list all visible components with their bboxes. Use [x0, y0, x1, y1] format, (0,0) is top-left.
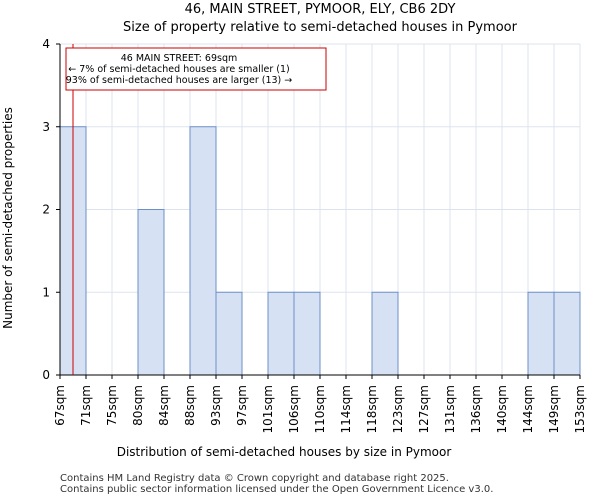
- y-axis-label: Number of semi-detached properties: [1, 107, 15, 329]
- x-axis-label: Distribution of semi-detached houses by …: [117, 445, 452, 459]
- bar: [215, 291, 243, 376]
- x-tick-label: 140sqm: [495, 385, 509, 433]
- x-tick-label: 131sqm: [443, 385, 457, 433]
- bar: [553, 291, 581, 376]
- x-tick-label: 106sqm: [287, 385, 301, 433]
- x-tick-label: 149sqm: [547, 385, 561, 433]
- x-tick-label: 88sqm: [183, 385, 197, 426]
- footer-copyright: Contains HM Land Registry data © Crown c…: [60, 473, 449, 484]
- annotation-line-3: 93% of semi-detached houses are larger (…: [66, 75, 293, 86]
- chart-title: 46, MAIN STREET, PYMOOR, ELY, CB6 2DY: [184, 2, 456, 17]
- x-tick-label: 118sqm: [365, 385, 379, 433]
- x-tick-label: 80sqm: [131, 385, 145, 426]
- bar: [527, 291, 555, 376]
- y-tick-label: 1: [42, 285, 50, 299]
- annotation-line-1: 46 MAIN STREET: 69sqm: [121, 53, 237, 64]
- y-tick-label: 2: [42, 203, 50, 217]
- annotation-box: [65, 47, 327, 91]
- x-tick-label: 93sqm: [209, 385, 223, 426]
- bar: [371, 291, 399, 376]
- annotation-line-2: ← 7% of semi-detached houses are smaller…: [68, 64, 289, 75]
- x-tick-label: 110sqm: [313, 385, 327, 433]
- y-tick-label: 4: [42, 37, 50, 51]
- bar: [137, 209, 165, 376]
- bar: [267, 291, 295, 376]
- bar: [189, 126, 217, 376]
- chart-svg: 0 1 2 3 4 67sqm 71sqm 75sqm 80sqm 84sqm 88sqm 93sqm…: [1, 37, 587, 459]
- x-tick-label: 84sqm: [157, 385, 171, 426]
- x-tick-label: 97sqm: [235, 385, 249, 426]
- x-tick-label: 153sqm: [573, 385, 587, 433]
- x-tick-label: 144sqm: [521, 385, 535, 433]
- x-tick-label: 127sqm: [417, 385, 431, 433]
- x-tick-label: 101sqm: [261, 385, 275, 433]
- x-tick-label: 71sqm: [79, 385, 93, 426]
- y-tick-label: 0: [42, 368, 50, 382]
- x-tick-label: 75sqm: [105, 385, 119, 426]
- y-tick-label: 3: [42, 120, 50, 134]
- footer-licence: Contains public sector information licen…: [60, 484, 494, 495]
- x-tick-label: 123sqm: [391, 385, 405, 433]
- chart-subtitle: Size of property relative to semi-detach…: [123, 20, 517, 35]
- bar: [293, 291, 321, 376]
- x-tick-label: 114sqm: [339, 385, 353, 433]
- x-tick-label: 136sqm: [469, 385, 483, 433]
- x-tick-label: 67sqm: [53, 385, 67, 426]
